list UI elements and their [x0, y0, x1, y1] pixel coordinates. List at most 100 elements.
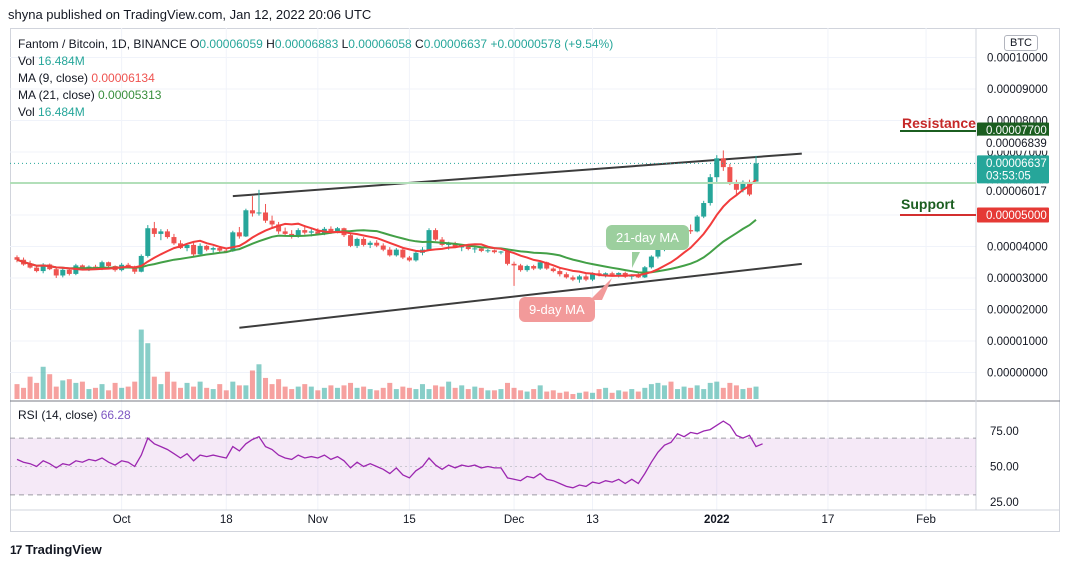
volume-bar [629, 389, 635, 399]
rsi-label: RSI (14, close) [18, 408, 98, 422]
candle-body [616, 272, 622, 275]
candle-body [106, 262, 112, 267]
candle-body [688, 230, 694, 232]
rsi-line [16, 420, 763, 489]
volume-bar [302, 384, 308, 399]
volume-bar [622, 391, 628, 399]
candle-body [472, 248, 478, 250]
volume-bar [178, 387, 183, 399]
volume-bar [184, 382, 190, 399]
volume-bar [446, 381, 452, 399]
volume-bar [433, 385, 439, 399]
ma-layer [10, 162, 976, 277]
volume-bar [681, 386, 687, 399]
volume-bar [590, 392, 596, 399]
legend-vol2-row[interactable]: Vol 16.484M [18, 104, 613, 121]
legend-ma21-row[interactable]: MA (21, close) 0.00005313 [18, 87, 613, 104]
price-tick-label: 0.00002000 [987, 305, 1048, 317]
candle-body [328, 228, 334, 233]
volume-bar [73, 382, 79, 399]
volume-bar [354, 387, 360, 399]
vol2-value: 16.484M [38, 105, 85, 119]
candle-body [276, 224, 282, 232]
volume-bar [406, 387, 412, 399]
brand-name: TradingView [25, 542, 102, 557]
currency-badge[interactable]: BTC [1004, 35, 1038, 51]
volume-bar [478, 387, 484, 399]
candle-body [518, 265, 524, 271]
ma21-bubble-pointer [632, 252, 640, 268]
price-label-bg [977, 155, 1049, 184]
volume-bar [655, 382, 661, 399]
rsi-legend[interactable]: RSI (14, close) 66.28 [18, 408, 131, 422]
volume-bar [583, 391, 589, 399]
candle-body [53, 269, 59, 276]
volume-bar [701, 389, 707, 399]
legend-vol-row[interactable]: Vol 16.484M [18, 53, 613, 70]
volume-bar [537, 385, 543, 399]
volume-bar [518, 390, 524, 399]
candle-body [701, 203, 707, 217]
time-tick-label: 2022 [704, 514, 730, 526]
volume-bar [714, 381, 720, 399]
volume-bar [236, 385, 242, 399]
volume-bar [34, 382, 40, 399]
vol-value: 16.484M [38, 54, 85, 68]
volume-bar [472, 386, 478, 399]
candle-body [374, 242, 380, 246]
volume-bar [374, 390, 380, 399]
volume-bar [452, 387, 458, 399]
price-label-bg [977, 122, 1049, 138]
candle-body [609, 273, 615, 275]
footer-brand[interactable]: 17 TradingView [10, 542, 102, 557]
volume-bar [642, 387, 648, 399]
candle-body [217, 248, 223, 251]
candle-body [256, 212, 262, 214]
time-tick-label: Oct [113, 514, 132, 526]
candle-body [34, 267, 40, 272]
high-value: 0.00006883 [274, 37, 339, 51]
time-tick-label: 18 [220, 514, 233, 526]
trendline-upper [232, 152, 802, 198]
volume-bar [361, 386, 367, 399]
candle-body [740, 181, 746, 190]
volume-bar [106, 390, 112, 399]
candle-body [655, 249, 661, 257]
candle-body [158, 231, 164, 234]
candle-body [151, 228, 157, 234]
candle-body [505, 251, 510, 264]
candle-body [550, 268, 556, 272]
publisher-line: shyna published on TradingView.com, Jan … [8, 7, 372, 22]
candle-body [570, 277, 576, 280]
candle-body [720, 158, 726, 168]
candle-body [302, 230, 308, 233]
candle-body [315, 231, 321, 234]
volume-bar [413, 389, 419, 399]
price-label-resistance: 0.00007700 [986, 125, 1047, 137]
volume-bar [426, 389, 432, 399]
volume-bar [112, 382, 118, 399]
volume-bar [348, 382, 354, 399]
volume-bar [191, 386, 197, 399]
volume-bar [66, 379, 72, 399]
volume-bar [668, 381, 674, 399]
ma9-line [16, 179, 757, 277]
candle-body [230, 232, 236, 252]
volume-bar [707, 382, 713, 399]
volume-bar [498, 389, 504, 399]
volume-bar [79, 381, 85, 399]
candle-body [406, 257, 412, 261]
volume-bar [616, 390, 622, 399]
volume-bar [380, 387, 386, 399]
candle-body [243, 210, 249, 237]
volume-bar [119, 387, 125, 399]
candle-body [537, 262, 543, 269]
legend-ma9-row[interactable]: MA (9, close) 0.00006134 [18, 70, 613, 87]
open-label: O [190, 37, 200, 51]
candle-body [164, 231, 170, 238]
symbol-name[interactable]: Fantom / Bitcoin, 1D, BINANCE [18, 37, 187, 51]
time-tick-label: 17 [822, 514, 835, 526]
volume-bar [688, 387, 694, 399]
